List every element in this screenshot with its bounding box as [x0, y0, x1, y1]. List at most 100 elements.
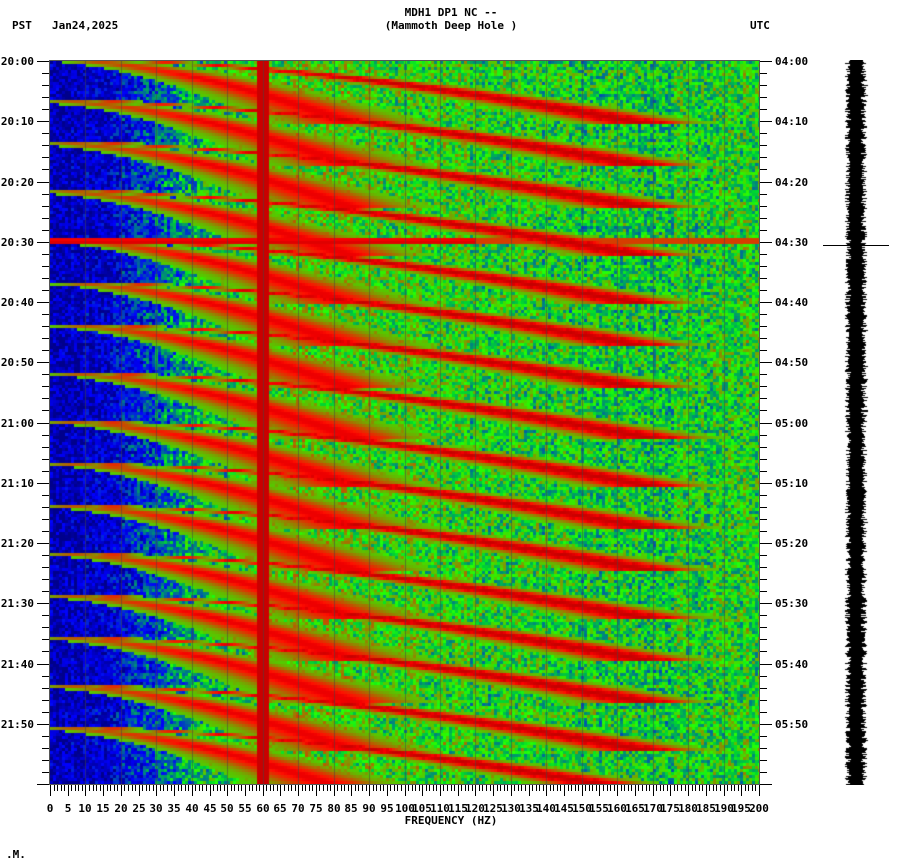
time-tick-minor-left: [42, 579, 49, 580]
freq-tick-minor: [518, 785, 519, 791]
time-label-utc: 04:30: [775, 236, 809, 249]
time-tick-minor-right: [760, 350, 767, 351]
freq-tick-minor: [536, 785, 537, 791]
freq-label: 70: [291, 802, 305, 815]
time-tick-minor-left: [42, 350, 49, 351]
freq-tick-major: [263, 785, 264, 796]
freq-tick-minor: [589, 785, 590, 791]
time-tick-minor-left: [42, 712, 49, 713]
freq-tick-minor: [241, 785, 242, 791]
freq-tick-minor: [78, 785, 79, 791]
time-tick-minor-right: [760, 567, 767, 568]
time-tick-minor-left: [42, 133, 49, 134]
freq-tick-minor: [568, 785, 569, 791]
freq-tick-minor: [571, 785, 572, 791]
freq-tick-major: [50, 785, 51, 796]
freq-label: 185: [696, 802, 716, 815]
freq-tick-minor: [436, 785, 437, 791]
freq-label: 25: [132, 802, 146, 815]
time-tick-minor-right: [760, 531, 767, 532]
time-tick-minor-right: [760, 519, 767, 520]
time-tick-minor-right: [760, 314, 767, 315]
time-tick-minor-right: [760, 748, 767, 749]
time-tick-minor-right: [760, 290, 767, 291]
freq-tick-major: [227, 785, 228, 796]
freq-tick-minor: [312, 785, 313, 791]
time-tick-major-left: [37, 603, 49, 604]
time-tick-major-right: [760, 784, 772, 785]
time-label-pst: 21:50: [0, 718, 34, 731]
freq-label: 60: [256, 802, 270, 815]
freq-label: 90: [362, 802, 376, 815]
freq-label: 10: [78, 802, 92, 815]
freq-tick-minor: [525, 785, 526, 791]
time-tick-minor-left: [42, 676, 49, 677]
freq-tick-minor: [408, 785, 409, 791]
freq-tick-major: [759, 785, 760, 796]
freq-tick-minor: [295, 785, 296, 791]
freq-tick-minor: [461, 785, 462, 791]
freq-tick-minor: [330, 785, 331, 791]
time-label-pst: 20:10: [0, 115, 34, 128]
freq-tick-minor: [532, 785, 533, 791]
freq-tick-minor: [376, 785, 377, 791]
freq-tick-minor: [202, 785, 203, 791]
freq-tick-major: [724, 785, 725, 796]
time-tick-major-left: [37, 483, 49, 484]
freq-label: 145: [554, 802, 574, 815]
time-tick-minor-right: [760, 435, 767, 436]
time-label-utc: 05:00: [775, 417, 809, 430]
freq-tick-minor: [656, 785, 657, 791]
time-tick-major-left: [37, 302, 49, 303]
time-tick-minor-left: [42, 266, 49, 267]
freq-tick-minor: [614, 785, 615, 791]
freq-tick-minor: [163, 785, 164, 791]
time-tick-minor-right: [760, 133, 767, 134]
freq-tick-minor: [394, 785, 395, 791]
freq-label: 160: [607, 802, 627, 815]
freq-tick-minor: [713, 785, 714, 791]
time-tick-minor-right: [760, 398, 767, 399]
freq-tick-minor: [61, 785, 62, 791]
freq-tick-minor: [178, 785, 179, 791]
freq-tick-minor: [419, 785, 420, 791]
freq-tick-minor: [677, 785, 678, 791]
freq-tick-minor: [642, 785, 643, 791]
freq-tick-minor: [521, 785, 522, 791]
freq-tick-minor: [358, 785, 359, 791]
time-label-pst: 21:20: [0, 537, 34, 550]
freq-tick-major: [493, 785, 494, 796]
time-label-pst: 20:00: [0, 55, 34, 68]
time-tick-minor-left: [42, 169, 49, 170]
freq-tick-minor: [727, 785, 728, 791]
time-tick-minor-right: [760, 688, 767, 689]
time-tick-minor-right: [760, 230, 767, 231]
freq-tick-minor: [702, 785, 703, 791]
time-tick-minor-left: [42, 736, 49, 737]
freq-tick-minor: [231, 785, 232, 791]
freq-tick-minor: [486, 785, 487, 791]
freq-label: 155: [589, 802, 609, 815]
freq-tick-minor: [252, 785, 253, 791]
freq-tick-minor: [745, 785, 746, 791]
time-tick-minor-left: [42, 519, 49, 520]
freq-tick-minor: [71, 785, 72, 791]
freq-tick-minor: [277, 785, 278, 791]
freq-tick-minor: [57, 785, 58, 791]
time-tick-minor-left: [42, 591, 49, 592]
spectrogram-plot[interactable]: [49, 60, 760, 785]
freq-label: 35: [167, 802, 181, 815]
freq-tick-minor: [592, 785, 593, 791]
freq-tick-minor: [167, 785, 168, 791]
time-tick-minor-left: [42, 471, 49, 472]
time-tick-minor-right: [760, 218, 767, 219]
time-label-utc: 04:10: [775, 115, 809, 128]
freq-tick-major: [599, 785, 600, 796]
time-tick-minor-left: [42, 688, 49, 689]
time-tick-minor-right: [760, 627, 767, 628]
time-tick-minor-left: [42, 651, 49, 652]
freq-tick-major: [298, 785, 299, 796]
time-tick-major-right: [760, 242, 772, 243]
freq-tick-minor: [663, 785, 664, 791]
freq-tick-minor: [610, 785, 611, 791]
